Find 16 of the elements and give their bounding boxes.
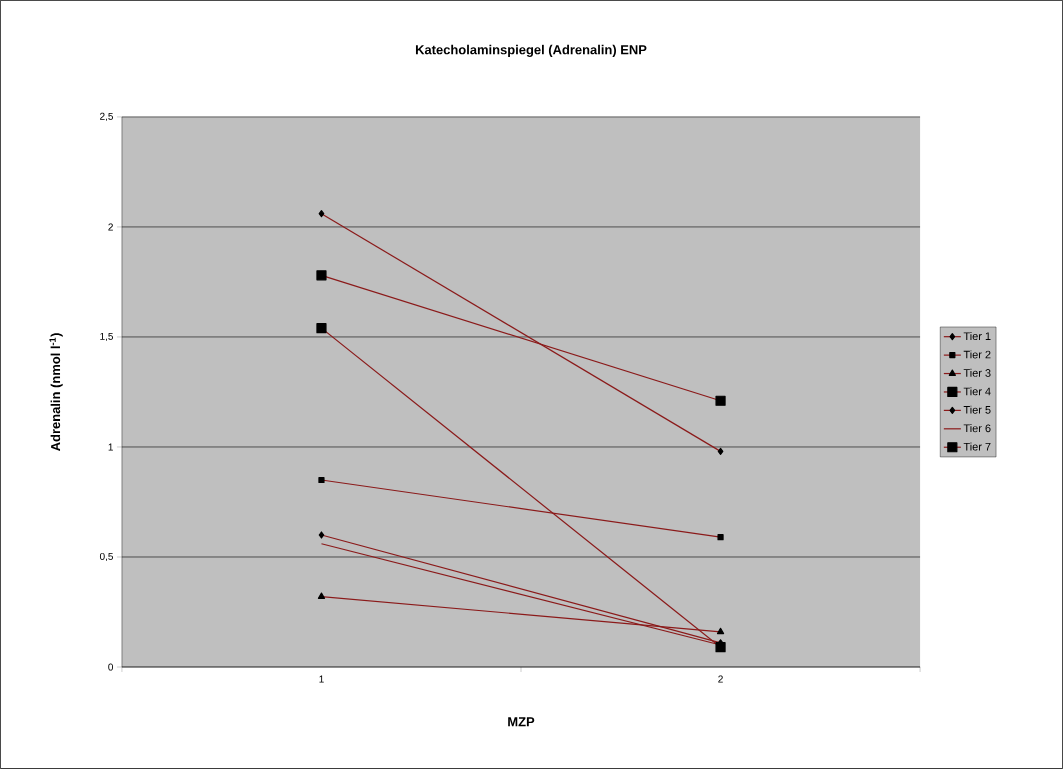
y-axis-title: Adrenalin (nmol l$^{-1}$): [49, 333, 63, 451]
legend-label: Tier 4: [963, 387, 991, 396]
y-tick-label: 1: [108, 443, 113, 451]
chart-title: Katecholaminspiegel (Adrenalin) ENP: [415, 44, 647, 57]
x-axis-title: MZP: [508, 717, 535, 727]
y-tick-label: 0,5: [99, 552, 113, 562]
legend-label: Tier 1: [963, 332, 991, 341]
legend-label: Tier 2: [963, 350, 991, 359]
legend-label: Tier 6: [963, 424, 991, 433]
y-tick-label: 2: [108, 223, 113, 231]
y-tick-label: 1,5: [100, 332, 113, 342]
legend-label: Tier 5: [963, 405, 991, 414]
legend-label: Tier 3: [963, 368, 991, 377]
y-tick-label: 2,5: [100, 112, 113, 122]
y-tick-label: 0: [108, 663, 114, 671]
legend-label: Tier 7: [963, 442, 991, 451]
